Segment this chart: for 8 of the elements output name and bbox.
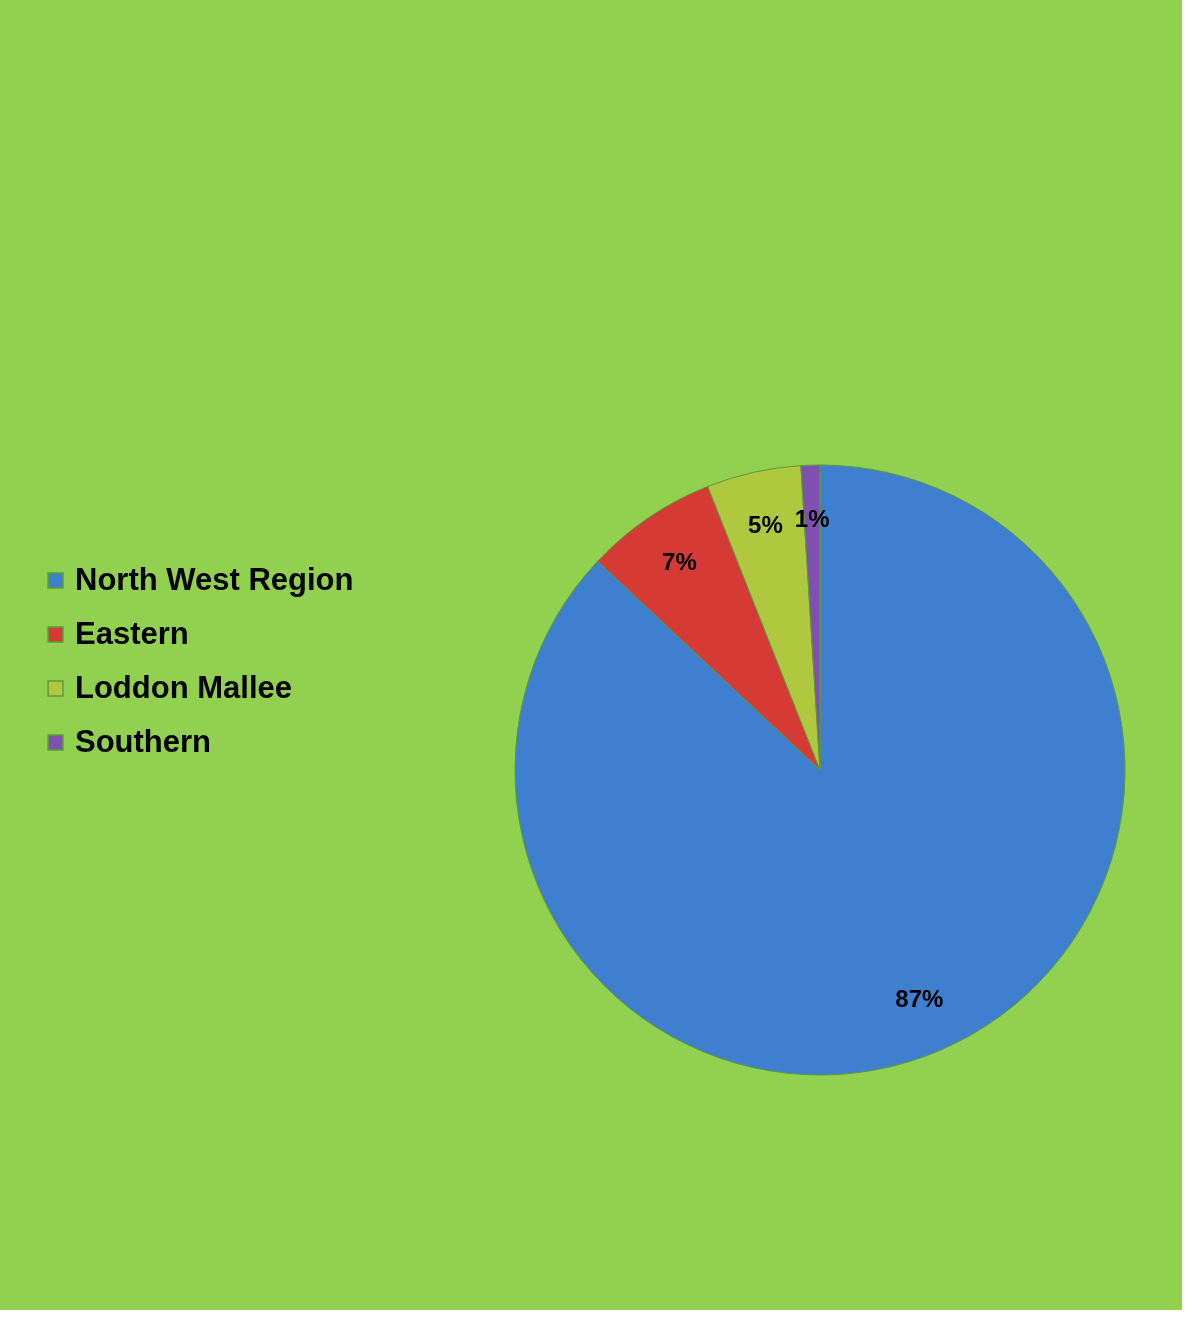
- legend-label: Southern: [75, 723, 212, 759]
- data-label: 87%: [895, 984, 944, 1012]
- legend-label: Loddon Mallee: [75, 669, 292, 705]
- legend-label: North West Region: [75, 561, 354, 597]
- data-label: 7%: [662, 548, 697, 576]
- legend-label: Eastern: [75, 615, 189, 651]
- pie-slice: [514, 464, 1126, 1076]
- data-label: 5%: [748, 510, 783, 538]
